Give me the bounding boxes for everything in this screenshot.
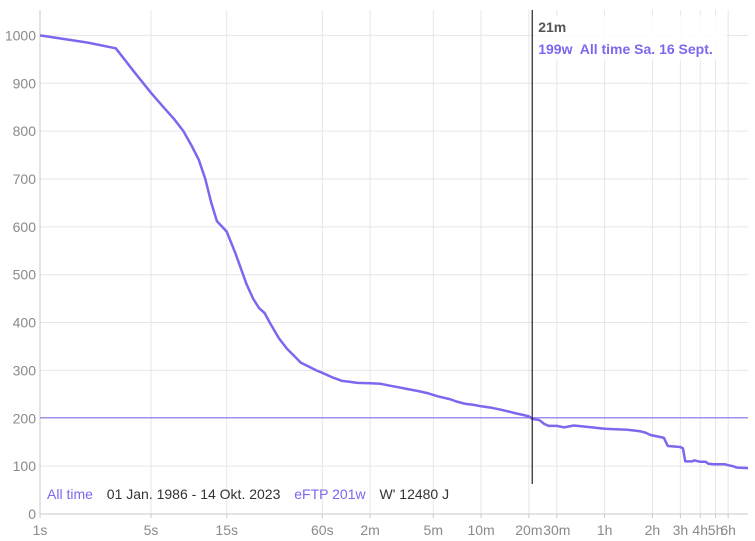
x-tick-label: 1h — [597, 522, 613, 538]
x-tick-label: 1s — [33, 522, 48, 538]
legend-w-prime: W' 12480 J — [379, 486, 450, 502]
x-tick-label: 60s — [311, 522, 334, 538]
cursor-time-label: 21m — [538, 19, 566, 35]
y-tick-label: 200 — [13, 410, 37, 426]
y-tick-label: 600 — [13, 219, 37, 235]
x-tick-label: 2h — [645, 522, 661, 538]
y-tick-label: 100 — [13, 458, 37, 474]
legend-date-range: 01 Jan. 1986 - 14 Okt. 2023 — [106, 486, 281, 502]
axes — [39, 10, 748, 518]
x-tick-label: 10m — [467, 522, 494, 538]
x-tick-label: 4h — [692, 522, 708, 538]
y-tick-label: 0 — [28, 506, 36, 522]
y-axis-ticks: 0 100 200 300 400 500 600 700 800 900 1000 — [5, 27, 36, 522]
x-tick-label: 5s — [144, 522, 159, 538]
cursor-value-label: 199w All time Sa. 16 Sept. — [538, 41, 713, 57]
x-tick-label: 15s — [215, 522, 238, 538]
y-tick-label: 300 — [13, 362, 37, 378]
x-tick-label: 5m — [424, 522, 443, 538]
y-tick-label: 800 — [13, 123, 37, 139]
x-tick-label: 6h — [720, 522, 736, 538]
y-tick-label: 400 — [13, 315, 37, 331]
x-tick-label: 20m — [515, 522, 542, 538]
series-line-all-time[interactable] — [39, 34, 749, 470]
legend-eftp[interactable]: eFTP 201w — [294, 486, 366, 502]
y-tick-label: 700 — [13, 171, 37, 187]
y-tick-label: 500 — [13, 267, 37, 283]
cursor-label-background — [534, 16, 727, 60]
chart-legend: All time 01 Jan. 1986 - 14 Okt. 2023 eFT… — [47, 486, 459, 502]
x-tick-label: 5h — [708, 522, 724, 538]
x-tick-label: 2m — [360, 522, 379, 538]
y-tick-label: 1000 — [5, 27, 36, 43]
y-tick-label: 900 — [13, 75, 37, 91]
legend-series-label[interactable]: All time — [47, 486, 93, 502]
x-tick-label: 30m — [543, 522, 570, 538]
x-tick-label: 3h — [673, 522, 689, 538]
